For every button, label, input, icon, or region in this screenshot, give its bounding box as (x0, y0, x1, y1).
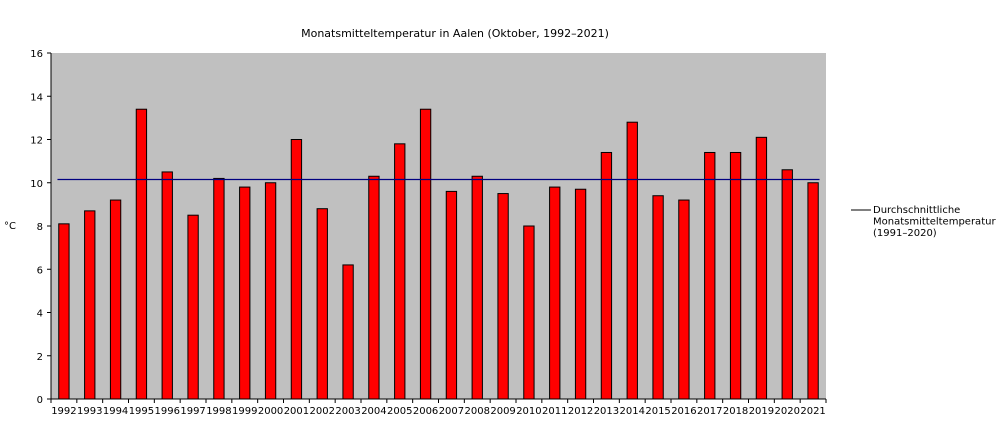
bar-1992 (58, 223, 70, 400)
bar-2001 (290, 139, 303, 400)
bar-2017 (704, 151, 716, 400)
legend-label-line-2: Monatsmitteltemperatur (873, 217, 996, 228)
bar-2020 (781, 169, 793, 400)
x-tick-label: 2000 (258, 406, 283, 417)
x-axis: 1992 1993 1994 1995 1996 1997 1998 1999 2000 2001… (50, 398, 827, 417)
bar-2012 (574, 188, 587, 400)
legend-label-line-1: Durchschnittliche (873, 205, 960, 216)
x-tick-label: 2015 (645, 406, 670, 417)
bar-1994 (109, 199, 122, 400)
y-tick-label: 4 (37, 309, 43, 320)
chart-title: Monatsmitteltemperatur in Aalen (Oktober… (301, 27, 609, 40)
x-tick-label: 2013 (594, 406, 619, 417)
bar-1993 (84, 210, 96, 400)
y-tick-label: 0 (37, 395, 43, 406)
plot-area (51, 53, 826, 399)
bar-2010 (523, 225, 535, 400)
x-tick-label: 1995 (129, 406, 154, 417)
x-tick-label: 2017 (697, 406, 722, 417)
bar-1999 (239, 186, 251, 400)
x-tick-label: 2011 (542, 406, 567, 417)
bar-2019 (755, 136, 768, 400)
x-tick-label: 2007 (439, 406, 464, 417)
legend: Durchschnittliche Monatsmitteltemperatur… (851, 205, 996, 239)
x-tick-label: 2004 (361, 406, 386, 417)
x-tick-label: 2006 (413, 406, 438, 417)
x-tick-label: 1998 (206, 406, 231, 417)
bar-2008 (471, 175, 483, 400)
y-tick-label: 2 (37, 352, 43, 363)
bar-2002 (316, 208, 328, 400)
bar-2003 (342, 264, 354, 400)
x-tick-label: 1996 (155, 406, 180, 417)
x-tick-label: 1992 (51, 406, 76, 417)
bar-2013 (600, 151, 613, 400)
x-tick-label: 2010 (516, 406, 541, 417)
y-axis: 0 2 4 6 8 10 12 14 16 (30, 49, 52, 406)
bar-2005 (394, 143, 406, 400)
x-tick-label: 2014 (620, 406, 645, 417)
x-tick-label: 1999 (232, 406, 257, 417)
bar-1996 (161, 171, 173, 400)
x-tick-label: 2001 (284, 406, 309, 417)
x-tick-label: 2002 (310, 406, 335, 417)
y-tick-label: 14 (30, 92, 43, 103)
bar-2015 (652, 195, 664, 400)
bar-2009 (497, 193, 509, 400)
bar-2000 (264, 182, 277, 400)
bar-2014 (626, 121, 638, 400)
x-tick-label: 1993 (77, 406, 102, 417)
bar-2016 (678, 199, 690, 400)
x-tick-label: 2005 (387, 406, 412, 417)
x-tick-label: 1997 (180, 406, 205, 417)
y-tick-label: 6 (37, 265, 43, 276)
x-tick-label: 1994 (103, 406, 128, 417)
bar-1997 (187, 214, 199, 400)
x-tick-label: 2016 (671, 406, 696, 417)
legend-label-line-3: (1991–2020) (873, 228, 937, 239)
x-tick-label: 2008 (465, 406, 490, 417)
y-axis-label: °C (4, 221, 16, 232)
bar-2021 (807, 182, 819, 400)
x-tick-label: 2019 (749, 406, 774, 417)
bar-2004 (368, 175, 380, 400)
bar-2006 (419, 108, 432, 400)
y-tick-label: 10 (30, 179, 43, 190)
y-tick-label: 8 (37, 222, 43, 233)
y-tick-label: 16 (30, 49, 43, 60)
x-tick-label: 2021 (800, 406, 825, 417)
y-tick-label: 12 (30, 136, 43, 147)
x-tick-label: 2003 (335, 406, 360, 417)
x-tick-label: 2018 (723, 406, 748, 417)
bar-1995 (135, 108, 148, 400)
x-tick-label: 2009 (490, 406, 515, 417)
x-tick-label: 2012 (568, 406, 593, 417)
x-tick-label: 2020 (775, 406, 800, 417)
bar-1998 (213, 177, 225, 400)
bar-2018 (729, 151, 742, 400)
bar-2007 (445, 190, 458, 400)
bar-2011 (549, 186, 561, 400)
